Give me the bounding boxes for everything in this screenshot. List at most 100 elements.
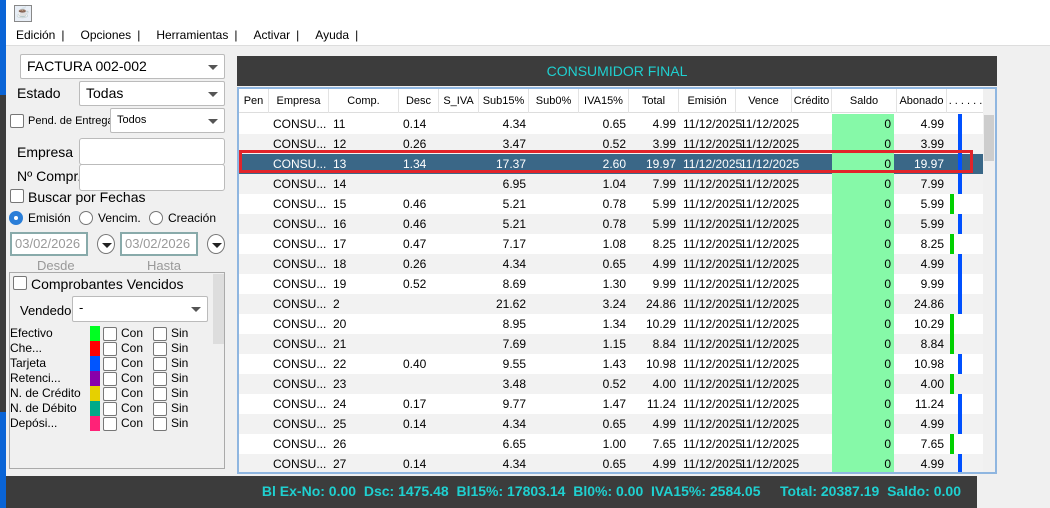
column-header[interactable]: Total: [629, 89, 679, 113]
sin-checkbox[interactable]: [153, 402, 167, 416]
table-row[interactable]: CONSU... 23 3.48 0.52 4.00 11/12/2025 11/12/20…: [239, 374, 985, 394]
java-app-icon[interactable]: ☕: [14, 5, 32, 22]
table-row[interactable]: CONSU... 17 0.47 7.17 1.08 8.25 11/12/2025 11/1…: [239, 234, 985, 254]
table-row[interactable]: CONSU... 20 8.95 1.34 10.29 11/12/2025 11/12/2…: [239, 314, 985, 334]
table-row[interactable]: CONSU... 16 0.46 5.21 0.78 5.99 11/12/2025 11/1…: [239, 214, 985, 234]
desde-date-input[interactable]: 03/02/2026: [10, 232, 88, 256]
menu-ayuda[interactable]: Ayuda: [315, 28, 350, 42]
table-row[interactable]: CONSU... 15 0.46 5.21 0.78 5.99 11/12/2025 11/1…: [239, 194, 985, 214]
compr-input[interactable]: [79, 164, 225, 191]
table-row[interactable]: CONSU... 18 0.26 4.34 0.65 4.99 11/12/2025 11/1…: [239, 254, 985, 274]
menu-opciones[interactable]: Opciones: [80, 28, 132, 42]
empresa-input[interactable]: [79, 138, 225, 165]
column-header[interactable]: IVA15%: [579, 89, 629, 113]
menu-bar: Edición | Opciones | Herramientas | Activar | Ay…: [16, 28, 374, 42]
cell-abonado: 11.24: [914, 397, 944, 411]
buscar-fechas-checkbox[interactable]: [10, 189, 24, 203]
column-header[interactable]: . . . . . .: [947, 89, 985, 113]
cell-saldo: 0: [832, 294, 894, 314]
table-scrollbar[interactable]: [983, 89, 995, 472]
cell-iva15: 2.60: [602, 157, 626, 171]
table-row[interactable]: CONSU... 26 6.65 1.00 7.65 11/12/2025 11/12/20…: [239, 434, 985, 454]
payment-status-indicator: [958, 394, 962, 414]
column-header[interactable]: Abonado: [897, 89, 947, 113]
menu-edicin[interactable]: Edición: [16, 28, 56, 42]
panel-scrollbar[interactable]: [213, 274, 224, 468]
sin-checkbox[interactable]: [153, 387, 167, 401]
table-row[interactable]: CONSU... 22 0.40 9.55 1.43 10.98 11/12/2025 11/…: [239, 354, 985, 374]
hasta-calendar-button[interactable]: [207, 234, 225, 254]
cell-saldo: 0: [832, 354, 894, 374]
table-row[interactable]: CONSU... 25 0.14 4.34 0.65 4.99 11/12/2025 11/1…: [239, 414, 985, 434]
cell-emisin: 11/12/2025: [683, 237, 743, 251]
con-checkbox[interactable]: [103, 357, 117, 371]
payment-name: Depósi...: [10, 416, 58, 430]
table-row[interactable]: CONSU... 27 0.14 4.34 0.65 4.99 11/12/2025 11/1…: [239, 454, 985, 472]
sin-checkbox[interactable]: [153, 342, 167, 356]
payment-name: Tarjeta: [10, 356, 47, 370]
vendedor-select[interactable]: -: [72, 296, 208, 322]
column-header[interactable]: Crédito: [792, 89, 832, 113]
desde-calendar-button[interactable]: [97, 234, 115, 254]
con-checkbox[interactable]: [103, 327, 117, 341]
radio-emision[interactable]: [9, 211, 23, 225]
hasta-label: Hasta: [147, 258, 181, 273]
cell-desc: 0.26: [403, 257, 427, 271]
pend-entrega-label: Pend. de Entrega: [28, 115, 114, 127]
sin-checkbox[interactable]: [153, 327, 167, 341]
menu-herramientas[interactable]: Herramientas: [156, 28, 229, 42]
table-scroll-thumb[interactable]: [984, 115, 994, 161]
column-header[interactable]: Sub0%: [529, 89, 579, 113]
radio-creacion[interactable]: [149, 211, 163, 225]
table-row[interactable]: CONSU... 21 7.69 1.15 8.84 11/12/2025 11/12/20…: [239, 334, 985, 354]
con-checkbox[interactable]: [103, 387, 117, 401]
sin-checkbox[interactable]: [153, 372, 167, 386]
cell-iva15: 0.78: [602, 197, 626, 211]
sin-checkbox[interactable]: [153, 357, 167, 371]
con-checkbox[interactable]: [103, 372, 117, 386]
cell-sub0: [529, 414, 576, 434]
pend-entrega-select[interactable]: Todos: [110, 108, 225, 133]
menu-activar[interactable]: Activar: [253, 28, 291, 42]
cell-pen: [239, 334, 265, 354]
radio-vencim[interactable]: [79, 211, 93, 225]
table-row[interactable]: CONSU... 14 6.95 1.04 7.99 11/12/2025 11/12/20…: [239, 174, 985, 194]
cell-comp: 21: [333, 337, 347, 351]
table-row[interactable]: CONSU... 24 0.17 9.77 1.47 11.24 11/12/2025 11/…: [239, 394, 985, 414]
column-header[interactable]: Comp.: [329, 89, 399, 113]
column-header[interactable]: S_IVA: [439, 89, 479, 113]
con-checkbox[interactable]: [103, 342, 117, 356]
payment-color-swatch: [90, 386, 100, 401]
table-row[interactable]: CONSU... 12 0.26 3.47 0.52 3.99 11/12/2025 11/1…: [239, 134, 985, 154]
cell-crdito: [796, 254, 832, 274]
column-header[interactable]: Vence: [736, 89, 792, 113]
estado-select[interactable]: Todas: [79, 81, 225, 106]
con-checkbox[interactable]: [103, 402, 117, 416]
cell-sub0: [529, 194, 576, 214]
hasta-date-input[interactable]: 03/02/2026: [120, 232, 198, 256]
cell-iva15: 1.04: [602, 177, 626, 191]
column-header[interactable]: Empresa: [269, 89, 329, 113]
column-header[interactable]: Emisión: [679, 89, 736, 113]
sin-label: Sin: [171, 356, 189, 370]
cell-desc: 0.52: [403, 277, 427, 291]
table-row[interactable]: CONSU... 19 0.52 8.69 1.30 9.99 11/12/2025 11/1…: [239, 274, 985, 294]
document-type-select[interactable]: FACTURA 002-002: [20, 54, 225, 79]
column-header[interactable]: Pen: [239, 89, 269, 113]
table-row[interactable]: CONSU... 11 0.14 4.34 0.65 4.99 11/12/2025 11/1…: [239, 114, 985, 134]
pend-entrega-checkbox[interactable]: [10, 114, 24, 128]
table-row[interactable]: CONSU... 2 21.62 3.24 24.86 11/12/2025 11/12/2…: [239, 294, 985, 314]
payment-status-indicator: [958, 414, 962, 434]
cell-saldo: 0: [832, 154, 894, 174]
cell-abonado: 5.99: [920, 217, 944, 231]
menu-separator: |: [137, 28, 141, 42]
column-header[interactable]: Saldo: [832, 89, 897, 113]
column-header[interactable]: Desc: [399, 89, 439, 113]
con-checkbox[interactable]: [103, 417, 117, 431]
cell-emisin: 11/12/2025: [683, 417, 743, 431]
table-row[interactable]: CONSU... 13 1.34 17.37 2.60 19.97 11/12/2025 11…: [239, 154, 985, 174]
comprobantes-vencidos-checkbox[interactable]: [13, 276, 27, 290]
panel-scroll-thumb[interactable]: [213, 274, 224, 344]
column-header[interactable]: Sub15%: [479, 89, 529, 113]
sin-checkbox[interactable]: [153, 417, 167, 431]
